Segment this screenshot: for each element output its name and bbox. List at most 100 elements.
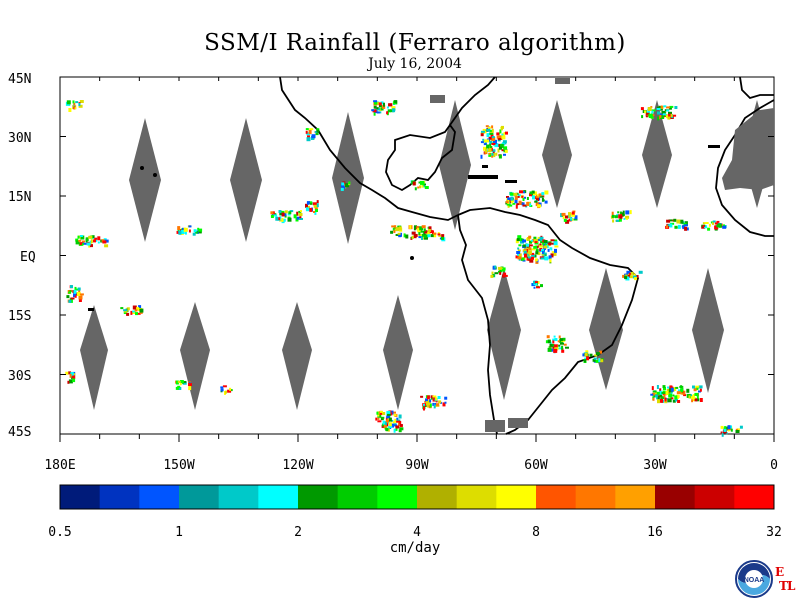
rain-pixel [548,346,552,350]
island [140,166,144,170]
rain-pixel [193,229,197,233]
rain-pixel [537,204,542,208]
rain-pixel [722,225,727,229]
rain-pixel [385,428,389,432]
rain-pixel [348,181,351,185]
rain-pixel [494,272,499,275]
rain-pixel [550,239,555,242]
rain-pixel [521,257,525,261]
rain-pixel [68,108,72,112]
rain-pixel [340,187,344,191]
rain-pixel [562,216,565,219]
rain-pixel [486,149,489,153]
rain-pixel [423,228,426,232]
rain-pixel [571,211,575,215]
rain-pixel [517,247,520,250]
rain-pixel [78,299,82,302]
rain-pixel [565,215,568,219]
rain-pixel [75,101,79,104]
rain-pixel [518,258,521,261]
rain-pixel [373,111,376,116]
rain-pixel [547,347,552,352]
rain-pixel [72,375,76,379]
rain-pixel [433,404,436,409]
rain-pixel [391,419,394,422]
rain-pixel [611,214,615,218]
rain-pixel [533,196,537,200]
rain-pixel [437,232,440,235]
rain-pixel [550,253,554,258]
rain-pixel [622,274,626,278]
rain-pixel [376,111,380,114]
rain-pixel [568,218,572,222]
rain-pixel [693,388,697,392]
rain-pixel [175,380,179,385]
rain-pixel [663,105,667,108]
rain-pixel [629,275,633,279]
rain-pixel [694,392,699,396]
rain-pixel [426,401,430,406]
rain-pixel [433,232,436,235]
rain-pixel [557,340,560,343]
lon-label: 90W [405,458,429,473]
rain-pixel [550,348,554,352]
rain-pixel [316,129,320,133]
rain-pixel [494,143,499,148]
rain-pixel [539,236,544,241]
rain-pixel [497,143,501,147]
rain-pixel [430,395,434,399]
rain-pixel [595,352,600,356]
rain-pixel [177,226,181,231]
rain-pixel [651,109,656,112]
rain-pixel [72,100,75,104]
rain-pixel [723,224,725,227]
rain-pixel [376,411,379,415]
rain-pixel [657,399,660,404]
rain-pixel [198,231,202,234]
rain-pixel [394,100,398,104]
rain-pixel [85,237,89,242]
rain-pixel [97,241,100,244]
rain-pixel [554,245,559,248]
rain-pixel [552,338,556,341]
rain-pixel [624,276,628,280]
map-date: July 16, 2004 [368,56,462,72]
rain-pixel [695,385,700,388]
rain-pixel [396,420,401,423]
colorbar-swatch [694,485,735,509]
rain-pixel [393,230,396,233]
rain-pixel [380,101,384,105]
rain-pixel [376,107,379,110]
lat-label: 30S [8,369,31,384]
rain-pixel [418,232,421,236]
rain-pixel [552,346,556,349]
rain-pixel [667,224,671,227]
rain-pixel [488,152,492,157]
rain-pixel [305,203,308,208]
rain-pixel [542,243,546,248]
rain-pixel [395,234,399,236]
rain-pixel [560,342,564,345]
rain-pixel [573,218,578,221]
rain-pixel [512,202,516,205]
rain-pixel [409,225,412,230]
rain-pixel [652,397,655,401]
rain-pixel [66,100,71,105]
rain-pixel [529,191,533,195]
rain-pixel [551,242,556,245]
rain-pixel [427,229,431,232]
rain-pixel [526,197,529,200]
rain-pixel [273,214,278,217]
rain-pixel [668,393,673,398]
colorbar-tick-label: 0.5 [48,525,71,540]
rain-pixel [522,204,527,207]
rain-pixel [394,225,397,230]
rain-pixel [491,152,494,156]
colorbar-tick-label: 4 [413,525,421,540]
rain-pixel [399,424,403,427]
rain-pixel [395,425,400,429]
rain-pixel [229,387,232,391]
rain-pixel [399,421,402,424]
rain-pixel [314,206,318,211]
rain-pixel [504,149,508,153]
